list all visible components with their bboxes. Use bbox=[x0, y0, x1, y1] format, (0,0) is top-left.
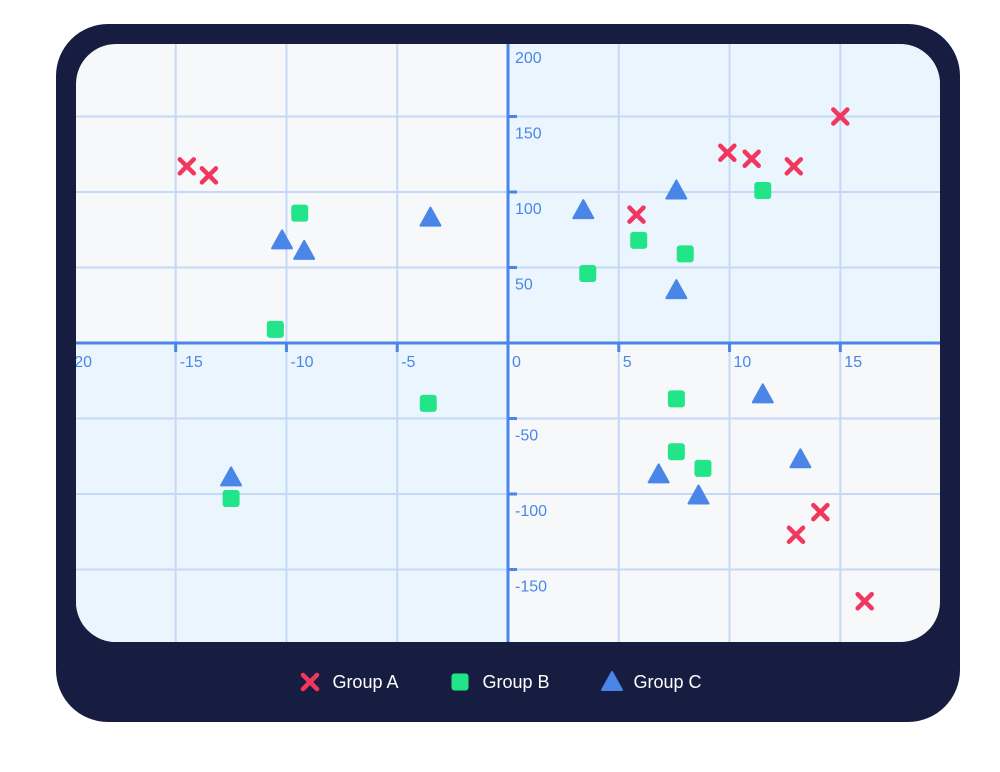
data-point-x bbox=[811, 502, 830, 522]
data-point-triangle bbox=[293, 239, 316, 260]
legend-label: Group B bbox=[482, 671, 550, 692]
x-tick-label: 0 bbox=[512, 354, 521, 371]
data-point-triangle bbox=[572, 199, 595, 220]
data-point-square bbox=[222, 490, 240, 508]
legend-item: Group B bbox=[448, 670, 550, 694]
y-tick-label: 200 bbox=[515, 50, 542, 67]
data-point-square bbox=[266, 320, 284, 338]
data-point-x bbox=[718, 143, 737, 162]
legend-item: Group A bbox=[298, 670, 398, 694]
data-point-square bbox=[667, 390, 685, 408]
data-point-x bbox=[627, 205, 646, 224]
data-point-square bbox=[754, 181, 772, 199]
data-point-triangle bbox=[647, 463, 670, 484]
quadrant-top-right bbox=[508, 44, 940, 343]
y-tick-label: -150 bbox=[515, 579, 547, 596]
x-tick-label: -20 bbox=[76, 354, 92, 371]
data-point-x bbox=[855, 591, 874, 611]
x-tick-label: -5 bbox=[401, 354, 415, 371]
legend-x-icon bbox=[301, 672, 320, 692]
data-point-triangle bbox=[789, 448, 812, 469]
x-tick-label: -15 bbox=[180, 354, 203, 371]
data-point-triangle bbox=[271, 229, 294, 250]
data-point-square bbox=[694, 459, 712, 477]
data-point-x bbox=[786, 525, 806, 545]
data-point-x bbox=[784, 157, 804, 176]
y-tick-label: 100 bbox=[515, 201, 542, 218]
legend-item: Group C bbox=[600, 670, 702, 694]
data-point-x bbox=[742, 149, 761, 169]
data-point-x bbox=[831, 107, 850, 126]
data-point-square bbox=[667, 443, 685, 461]
data-point-triangle bbox=[220, 466, 243, 487]
legend: Group A Group B Group C bbox=[0, 662, 1000, 702]
data-point-square bbox=[630, 231, 648, 249]
data-point-triangle bbox=[665, 179, 688, 200]
legend-triangle-icon bbox=[600, 671, 623, 691]
y-tick-label: 150 bbox=[515, 125, 542, 142]
data-point-x bbox=[199, 166, 219, 185]
quadrant-bottom-left bbox=[76, 343, 508, 642]
data-point-square bbox=[579, 265, 597, 283]
data-point-square bbox=[419, 394, 437, 412]
legend-square-icon bbox=[451, 673, 469, 691]
data-point-triangle bbox=[419, 206, 442, 227]
x-tick-label: 5 bbox=[623, 354, 632, 371]
x-tick-label: 15 bbox=[844, 354, 862, 371]
legend-label: Group C bbox=[633, 671, 702, 692]
y-tick-label: -50 bbox=[515, 428, 538, 445]
data-point-square bbox=[676, 245, 694, 263]
data-point-x bbox=[177, 157, 197, 176]
data-point-triangle bbox=[687, 484, 710, 505]
x-tick-label: 10 bbox=[734, 354, 752, 371]
y-tick-label: 50 bbox=[515, 276, 533, 293]
data-point-triangle bbox=[665, 279, 688, 300]
data-point-square bbox=[291, 204, 309, 222]
y-tick-label: -100 bbox=[515, 503, 547, 520]
legend-label: Group A bbox=[332, 671, 399, 692]
x-tick-label: -10 bbox=[290, 354, 313, 371]
data-point-triangle bbox=[751, 383, 774, 404]
